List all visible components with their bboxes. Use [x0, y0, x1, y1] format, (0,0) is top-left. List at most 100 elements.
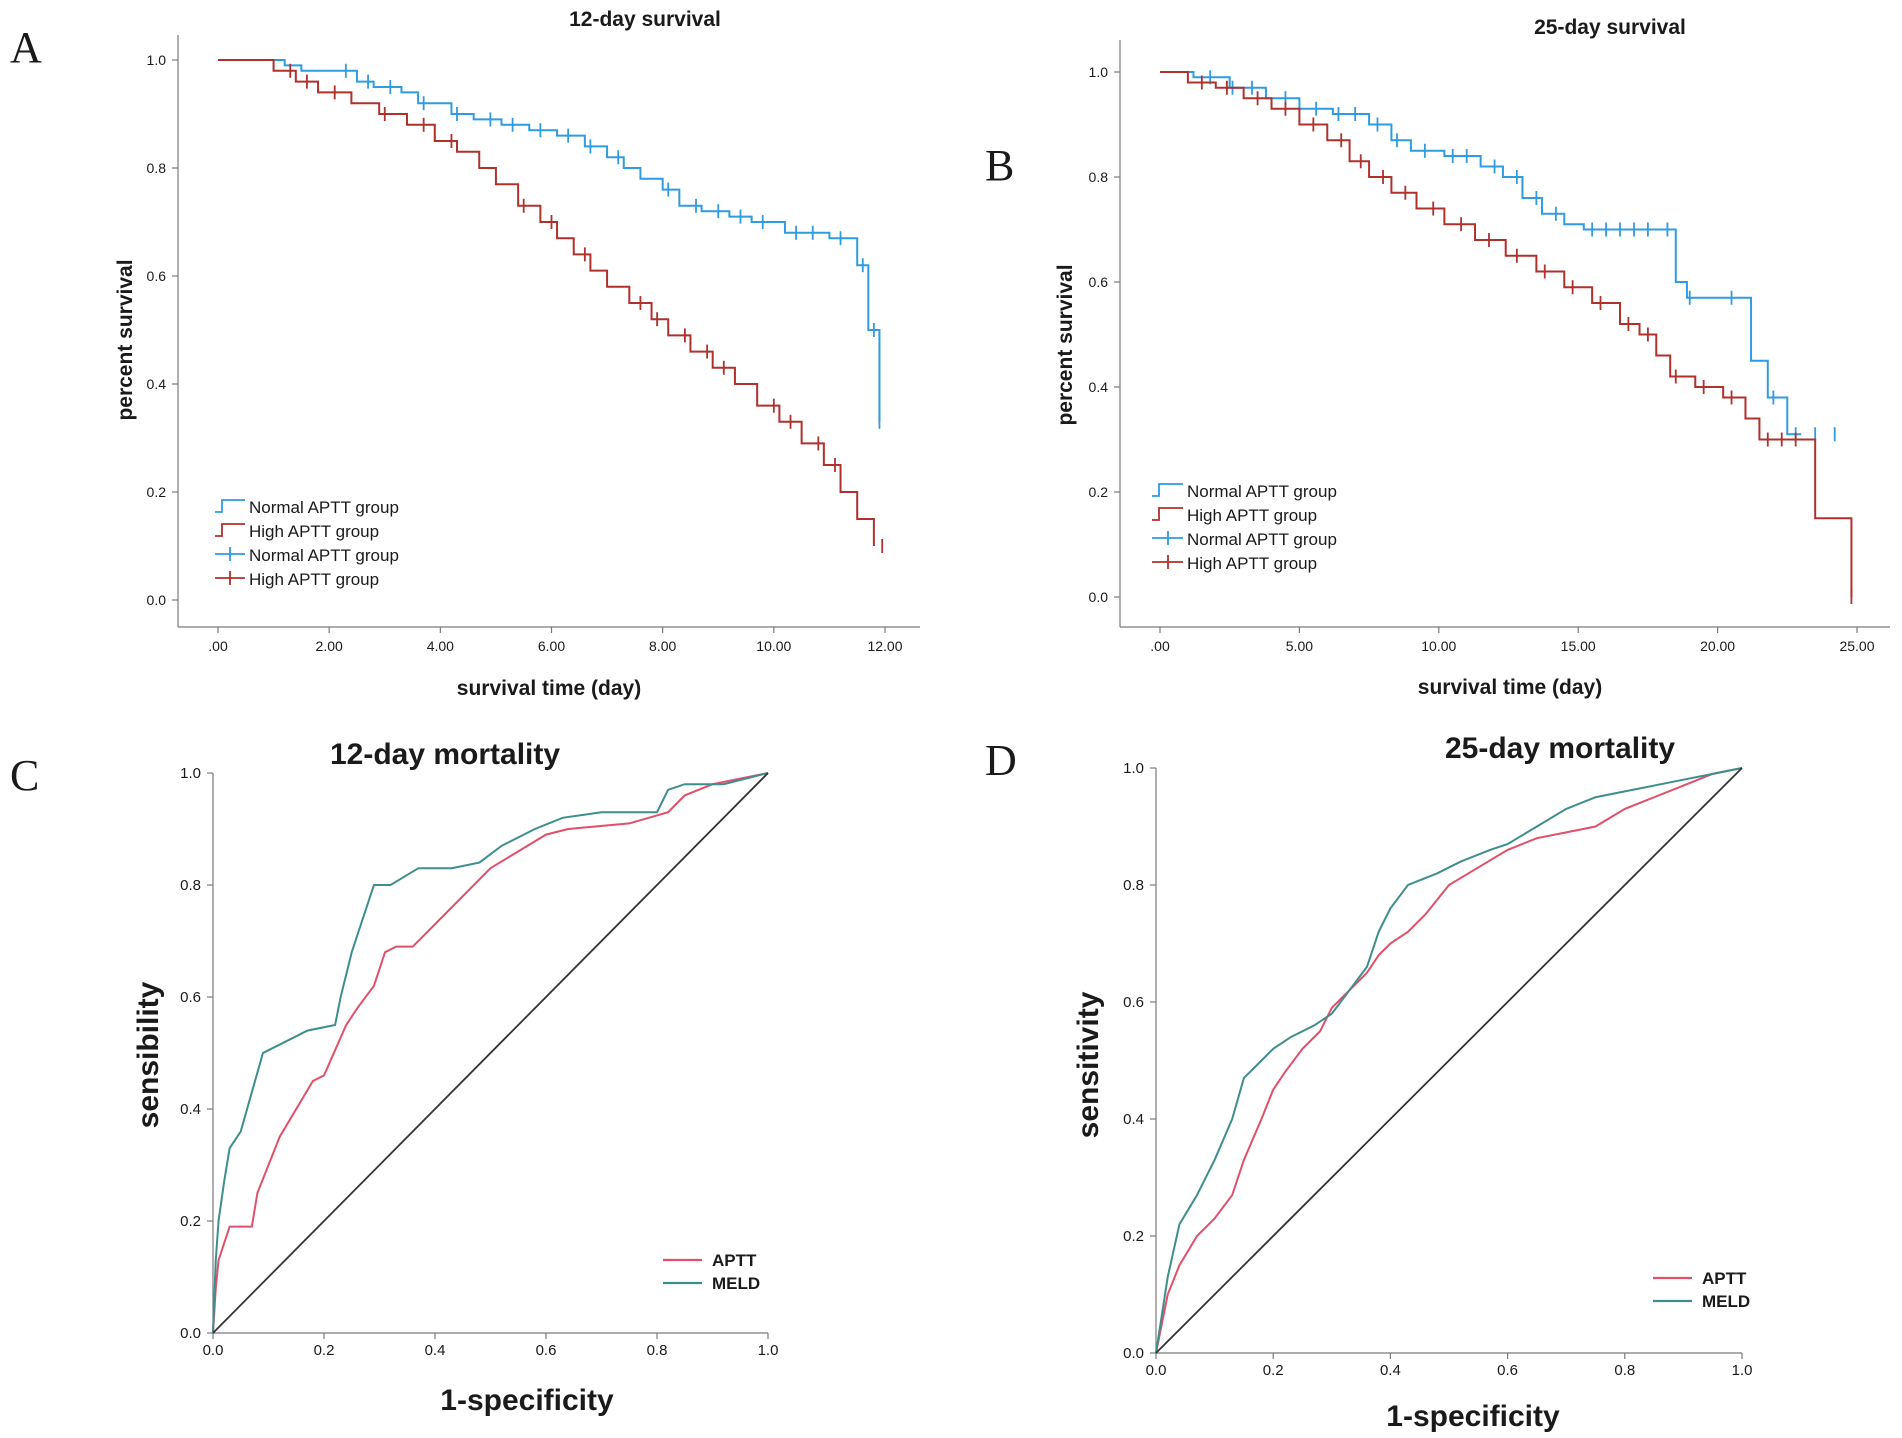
- x-tick-label: 0.4: [1380, 1362, 1401, 1379]
- y-tick-label: 0.0: [147, 592, 167, 608]
- legend-entry: Normal APTT group: [249, 546, 399, 565]
- panel-label-a: A: [10, 23, 42, 72]
- y-tick-label: 0.4: [1123, 1111, 1144, 1128]
- x-tick-label: 4.00: [427, 638, 454, 654]
- y-axis-label: sensitivity: [1072, 991, 1105, 1138]
- panel-label-c: C: [10, 751, 39, 800]
- x-tick-label: 5.00: [1286, 638, 1313, 654]
- series-line-reference: [212, 772, 769, 1334]
- chart-title: 12-day mortality: [330, 738, 560, 771]
- y-tick-label: 0.4: [180, 1101, 201, 1118]
- legend-entry: High APTT group: [249, 570, 379, 589]
- x-ticks: .00 2.00 4.00 6.00 8.00 10.00 12.00: [208, 627, 903, 654]
- y-tick-label: 0.8: [1089, 169, 1109, 185]
- y-ticks: 0.0 0.2 0.4 0.6 0.8 1.0: [180, 765, 213, 1342]
- x-tick-label: .00: [208, 638, 228, 654]
- x-tick-label: 0.2: [314, 1342, 335, 1359]
- legend-entry: APTT: [712, 1251, 757, 1270]
- legend-entry: MELD: [1702, 1292, 1750, 1311]
- legend-swatch-normal-step: [1152, 483, 1183, 497]
- x-axis-label: 1-specificity: [440, 1384, 614, 1417]
- chart-title: 12-day survival: [569, 8, 721, 31]
- x-tick-label: 10.00: [1421, 638, 1456, 654]
- x-tick-label: 0.8: [1614, 1362, 1635, 1379]
- x-tick-label: 12.00: [867, 638, 902, 654]
- km-chart-25-day: 25-day survival percent survival surviva…: [1054, 16, 1890, 699]
- x-ticks: 0.0 0.2 0.4 0.6 0.8 1.0: [1146, 1353, 1753, 1379]
- y-tick-label: 0.0: [180, 1325, 201, 1342]
- y-tick-label: 0.6: [180, 989, 201, 1006]
- y-ticks: 0.0 0.2 0.4 0.6 0.8 1.0: [1089, 64, 1120, 605]
- x-axis-label: 1-specificity: [1386, 1400, 1560, 1433]
- y-tick-label: 0.8: [147, 160, 167, 176]
- legend-entry: High APTT group: [1187, 506, 1317, 525]
- y-tick-label: 0.2: [180, 1213, 201, 1230]
- x-tick-label: 2.00: [316, 638, 343, 654]
- legend-entry: Normal APTT group: [1187, 530, 1337, 549]
- x-axis-label: survival time (day): [1418, 676, 1602, 699]
- series-line-aptt: [1155, 767, 1743, 1354]
- km-chart-12-day: 12-day survival percent survival surviva…: [114, 8, 920, 700]
- y-tick-label: 0.2: [1089, 484, 1109, 500]
- x-tick-label: 0.6: [536, 1342, 557, 1359]
- y-ticks: 0.0 0.2 0.4 0.6 0.8 1.0: [147, 52, 178, 608]
- x-axis-label: survival time (day): [457, 677, 641, 700]
- series-line-aptt: [212, 772, 769, 1334]
- y-tick-label: 0.0: [1089, 589, 1109, 605]
- series-line-meld: [212, 772, 769, 1334]
- legend-entry: APTT: [1702, 1269, 1747, 1288]
- x-tick-label: .00: [1150, 638, 1170, 654]
- legend-swatch-normal-censor: [1152, 531, 1183, 545]
- roc-chart-25-day: 25-day mortality sensitivity 1-specifici…: [1072, 732, 1752, 1433]
- x-ticks: .00 5.00 10.00 15.00 20.00 25.00: [1150, 627, 1875, 654]
- y-tick-label: 1.0: [147, 52, 167, 68]
- series-group: [212, 772, 769, 1334]
- y-ticks: 0.0 0.2 0.4 0.6 0.8 1.0: [1123, 760, 1156, 1362]
- legend: APTT MELD: [663, 1251, 760, 1293]
- y-tick-label: 0.6: [1089, 274, 1109, 290]
- legend: APTT MELD: [1653, 1269, 1750, 1311]
- x-tick-label: 10.00: [756, 638, 791, 654]
- x-tick-label: 1.0: [1732, 1362, 1753, 1379]
- x-tick-label: 15.00: [1561, 638, 1596, 654]
- legend-entry: High APTT group: [1187, 554, 1317, 573]
- x-tick-label: 0.2: [1263, 1362, 1284, 1379]
- y-tick-label: 0.8: [1123, 877, 1144, 894]
- panel-label-d: D: [985, 736, 1017, 785]
- x-tick-label: 0.6: [1497, 1362, 1518, 1379]
- series-line-normal-aptt-group: [218, 59, 881, 422]
- legend-swatch-normal-step: [215, 499, 245, 513]
- y-tick-label: 0.6: [1123, 994, 1144, 1011]
- legend-entry: High APTT group: [249, 522, 379, 541]
- x-tick-label: 0.0: [1146, 1362, 1167, 1379]
- legend: Normal APTT group High APTT group Normal…: [1152, 482, 1337, 573]
- chart-title: 25-day survival: [1534, 16, 1686, 39]
- panel-label-b: B: [985, 141, 1014, 190]
- chart-title: 25-day mortality: [1445, 732, 1675, 765]
- x-tick-label: 6.00: [538, 638, 565, 654]
- y-tick-label: 0.4: [147, 376, 167, 392]
- x-tick-label: 25.00: [1839, 638, 1874, 654]
- legend: Normal APTT group High APTT group Normal…: [215, 498, 399, 589]
- series-group: [1155, 767, 1743, 1354]
- y-axis-label: percent survival: [1054, 264, 1077, 425]
- legend-swatch-high-step: [215, 523, 245, 537]
- series-line-reference: [1155, 767, 1743, 1354]
- y-tick-label: 0.8: [180, 877, 201, 894]
- legend-swatch-high-step: [1152, 507, 1183, 521]
- legend-swatch-high-censor: [1152, 555, 1183, 569]
- x-tick-label: 20.00: [1700, 638, 1735, 654]
- y-tick-label: 1.0: [1089, 64, 1109, 80]
- series-group: [1160, 70, 1853, 604]
- x-tick-label: 1.0: [758, 1342, 779, 1359]
- roc-chart-12-day: 12-day mortality sensibility 1-specifici…: [132, 738, 778, 1417]
- y-tick-label: 1.0: [1123, 760, 1144, 777]
- legend-swatch-normal-censor: [215, 547, 245, 561]
- y-tick-label: 0.4: [1089, 379, 1109, 395]
- series-line-high-aptt-group: [1160, 71, 1853, 597]
- series-line-meld: [1155, 767, 1743, 1354]
- y-tick-label: 0.2: [147, 484, 167, 500]
- series-line-normal-aptt-group: [1160, 71, 1802, 436]
- series-line-high-aptt-group: [218, 59, 875, 546]
- y-axis-label: percent survival: [114, 259, 137, 420]
